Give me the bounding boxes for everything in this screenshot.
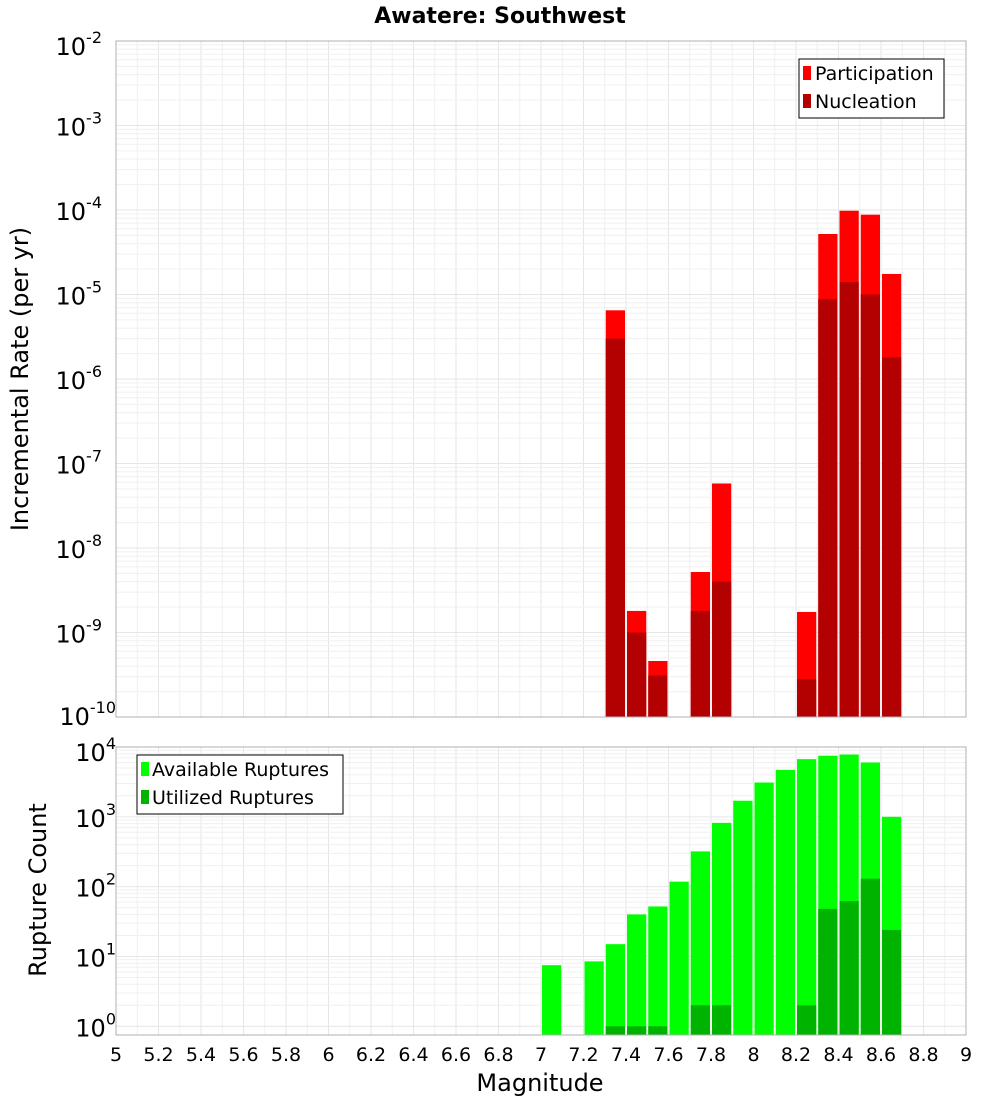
count-bar-s2 <box>860 878 880 1035</box>
x-tick-label: 7.8 <box>696 1044 726 1066</box>
count-bar-s1 <box>648 906 668 1035</box>
count-y-axis-label: Rupture Count <box>24 803 52 977</box>
count-y-tick-label: 101 <box>75 939 116 972</box>
x-tick-label: 7 <box>535 1044 547 1066</box>
count-plot-frame <box>115 746 967 1036</box>
x-tick-label: 9 <box>960 1044 972 1066</box>
count-y-tick-label: 103 <box>75 800 116 833</box>
count-panel: 104 103 102 101 100 5 5.2 5.4 5.6 5.8 6 6.2 6.4 6.6 6… <box>24 734 972 1097</box>
rate-bar-s2 <box>860 294 880 717</box>
chart-title: Awatere: Southwest <box>374 4 626 29</box>
rate-bar-s2 <box>627 632 647 717</box>
x-tick-label: 8.4 <box>823 1044 853 1066</box>
utilized-swatch <box>141 790 149 804</box>
count-y-tick-label: 100 <box>75 1009 116 1042</box>
rate-legend: Participation Nucleation <box>798 58 945 119</box>
count-legend: Available Ruptures Utilized Ruptures <box>136 754 344 815</box>
count-bar-s2 <box>605 1026 625 1035</box>
available-swatch <box>141 762 149 776</box>
x-tick-label: 8 <box>747 1044 759 1066</box>
count-bar-s2 <box>712 1005 732 1035</box>
count-y-ticks: 104 103 102 101 100 <box>75 734 116 1042</box>
x-tick-label: 6 <box>322 1044 334 1066</box>
rate-bar-s2 <box>690 610 710 717</box>
x-tick-label: 6.4 <box>398 1044 428 1066</box>
x-tick-label: 8.2 <box>781 1044 811 1066</box>
x-tick-label: 5.4 <box>186 1044 216 1066</box>
x-tick-label: 5 <box>110 1044 122 1066</box>
rate-bar-s2 <box>839 282 859 717</box>
count-bar-s1 <box>669 881 689 1035</box>
x-tick-label: 5.2 <box>143 1044 173 1066</box>
rate-bar-s2 <box>818 299 838 717</box>
rate-legend-box <box>798 58 945 119</box>
count-bar-s1 <box>627 914 647 1035</box>
count-legend-box <box>136 754 344 815</box>
count-bar-s1 <box>775 769 795 1035</box>
x-tick-label: 6.8 <box>483 1044 513 1066</box>
rate-y-axis-label: Incremental Rate (per yr) <box>6 227 34 531</box>
count-bar-s1 <box>712 822 732 1035</box>
legend-available: Available Ruptures <box>152 759 329 781</box>
rate-y-tick-label: 10-10 <box>59 698 116 731</box>
count-bar-s2 <box>648 1026 668 1035</box>
count-bar-s2 <box>627 1026 647 1035</box>
rate-y-tick-label: 10-4 <box>56 193 103 226</box>
rate-y-tick-label: 10-2 <box>56 28 103 61</box>
x-tick-label: 5.8 <box>271 1044 301 1066</box>
x-ticks: 5 5.2 5.4 5.6 5.8 6 6.2 6.4 6.6 6.8 7 7.2 7.4 7.6 7.8 8… <box>110 1044 972 1066</box>
rate-y-tick-label: 10-9 <box>56 616 103 649</box>
x-tick-label: 6.2 <box>356 1044 386 1066</box>
rate-y-tick-label: 10-5 <box>56 278 103 311</box>
rate-bar-s2 <box>882 357 902 717</box>
rate-bar-s2 <box>648 675 668 717</box>
rate-y-tick-label: 10-3 <box>56 109 103 142</box>
rate-panel: 10-2 10-3 10-4 10-5 10-6 10-7 10-8 10-9 10-10 In… <box>6 28 967 731</box>
x-tick-label: 7.6 <box>653 1044 683 1066</box>
legend-participation: Participation <box>815 63 934 85</box>
legend-utilized: Utilized Ruptures <box>152 787 314 809</box>
count-bar-s1 <box>584 961 604 1035</box>
count-bar-s2 <box>818 908 838 1035</box>
count-bar-s1 <box>690 851 710 1035</box>
rate-y-tick-label: 10-8 <box>56 531 103 564</box>
count-bar-s1 <box>733 800 753 1035</box>
rate-y-tick-label: 10-7 <box>56 447 103 480</box>
count-bar-s1 <box>797 759 817 1035</box>
count-bar-s1 <box>754 782 774 1035</box>
count-y-tick-label: 104 <box>75 734 116 767</box>
count-bar-s2 <box>839 901 859 1035</box>
count-bar-s2 <box>797 1005 817 1035</box>
rate-grid <box>115 40 967 718</box>
rate-bars <box>605 210 902 717</box>
rate-y-ticks: 10-2 10-3 10-4 10-5 10-6 10-7 10-8 10-9 10-10 <box>56 28 117 731</box>
count-bar-s1 <box>542 965 562 1035</box>
count-bar-s2 <box>690 1005 710 1035</box>
count-bars <box>542 754 902 1035</box>
x-tick-label: 7.4 <box>611 1044 641 1066</box>
count-y-tick-label: 102 <box>75 870 116 903</box>
x-tick-label: 8.6 <box>866 1044 896 1066</box>
participation-swatch <box>803 66 811 80</box>
x-tick-label: 8.8 <box>908 1044 938 1066</box>
rate-bar-s2 <box>797 679 817 717</box>
rate-bar-s2 <box>712 581 732 717</box>
x-axis-label: Magnitude <box>476 1069 603 1097</box>
count-bar-s2 <box>882 929 902 1035</box>
legend-nucleation: Nucleation <box>815 91 917 113</box>
rate-bar-s2 <box>605 338 625 717</box>
x-tick-label: 7.2 <box>568 1044 598 1066</box>
rate-y-tick-label: 10-6 <box>56 362 103 395</box>
x-tick-label: 6.6 <box>441 1044 471 1066</box>
count-bar-s1 <box>605 944 625 1035</box>
rate-plot-frame <box>115 40 967 718</box>
x-tick-label: 5.6 <box>228 1044 258 1066</box>
nucleation-swatch <box>803 94 811 108</box>
